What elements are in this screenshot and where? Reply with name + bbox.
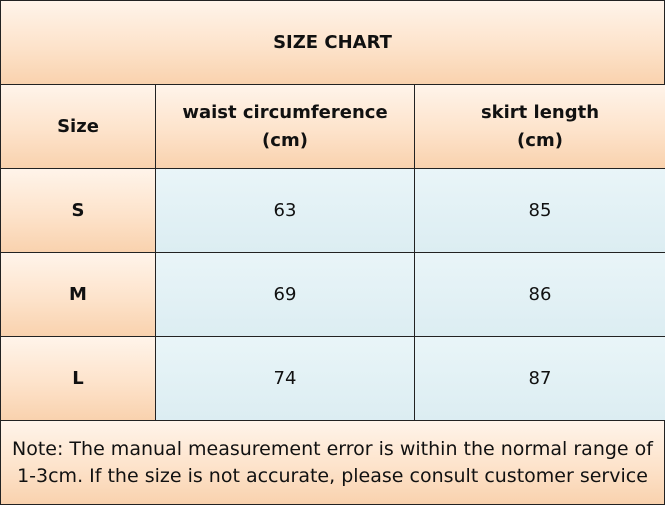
header-text: (cm) [262,129,308,151]
header-text: waist circumference [182,101,388,123]
value-cell: 86 [414,252,665,337]
value: 69 [273,284,297,305]
size-cell: S [0,168,156,253]
value-cell: 74 [155,336,415,421]
title: SIZE CHART [273,31,392,53]
value: 87 [528,368,552,389]
header-text: Size [57,115,99,137]
value: 63 [273,200,297,221]
title-cell: SIZE CHART [0,0,665,85]
header-text: skirt length [480,101,600,123]
note-cell: Note: The manual measurement error is wi… [0,420,665,505]
value: 85 [528,200,552,221]
value: 74 [273,368,297,389]
size-label: L [72,367,84,389]
value-cell: 85 [414,168,665,253]
value-cell: 63 [155,168,415,253]
note: Note: The manual measurement error is wi… [12,437,653,487]
value-cell: 87 [414,336,665,421]
header-text: (cm) [517,129,563,151]
header-cell: Size [0,84,156,169]
size-label: M [69,283,87,305]
size-label: S [71,199,85,221]
value: 86 [528,284,552,305]
header-cell: skirt length (cm) [414,84,665,169]
size-cell: L [0,336,156,421]
value-cell: 69 [155,252,415,337]
size-cell: M [0,252,156,337]
header-cell: waist circumference (cm) [155,84,415,169]
